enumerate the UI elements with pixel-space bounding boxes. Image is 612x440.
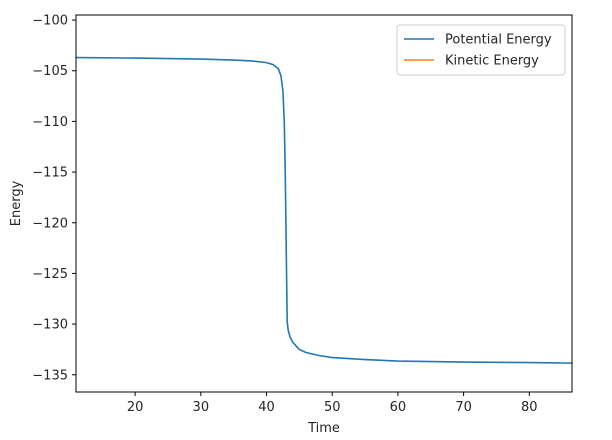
- y-axis-label: Energy: [9, 180, 24, 226]
- y-axis-ticks: −100 −105 −110 −115 −120 −125 −130 −135: [32, 14, 76, 383]
- x-tick-label: 20: [127, 400, 144, 415]
- plot-frame: [75, 14, 573, 393]
- x-axis-label: Time: [307, 421, 340, 436]
- series-layer: [75, 56, 573, 364]
- x-tick-label: 80: [521, 400, 538, 415]
- y-tick-label: −125: [32, 267, 68, 282]
- x-tick-label: 40: [258, 400, 275, 415]
- legend: Potential Energy Kinetic Energy: [396, 24, 566, 76]
- x-tick-label: 30: [193, 400, 210, 415]
- series-line-potential-energy: [75, 56, 573, 364]
- legend-label-kinetic-energy: Kinetic Energy: [445, 54, 539, 69]
- x-tick-label: 70: [455, 400, 472, 415]
- y-tick-label: −120: [32, 216, 68, 231]
- y-tick-label: −130: [32, 318, 68, 333]
- x-axis-ticks: 20 30 40 50 60 70 80: [127, 392, 538, 415]
- y-tick-label: −105: [32, 64, 68, 79]
- legend-label-potential-energy: Potential Energy: [445, 33, 552, 48]
- x-tick-label: 60: [390, 400, 407, 415]
- x-tick-label: 50: [324, 400, 341, 415]
- legend-box: [396, 24, 566, 76]
- y-tick-label: −100: [32, 14, 68, 29]
- y-tick-label: −135: [32, 368, 68, 383]
- y-tick-label: −110: [32, 115, 68, 130]
- y-tick-label: −115: [32, 166, 68, 181]
